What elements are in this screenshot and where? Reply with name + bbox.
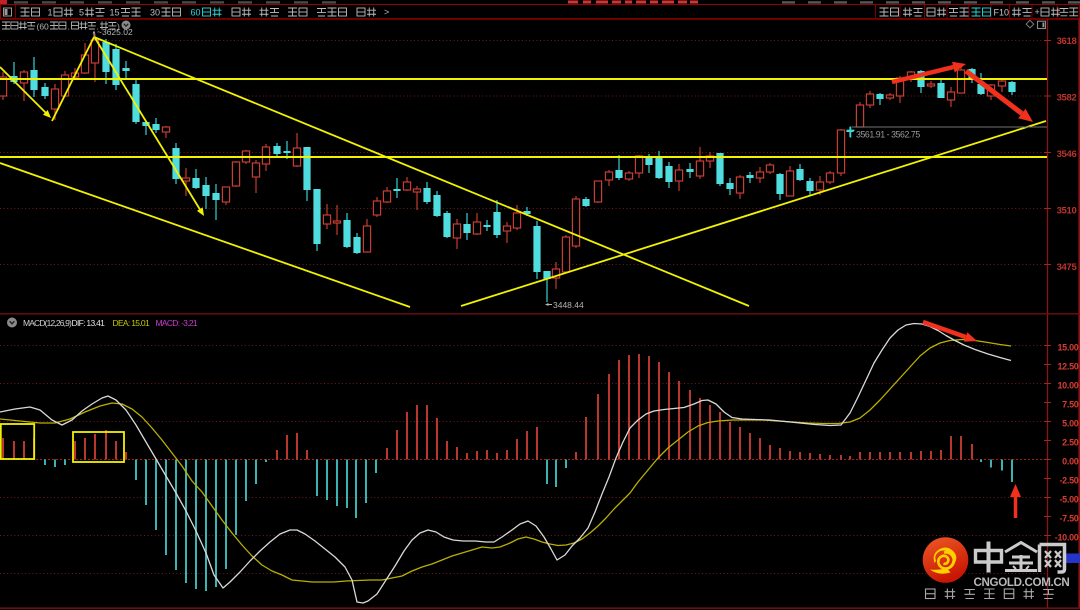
svg-text:DIF: 13.41: DIF: 13.41 [72, 318, 106, 328]
svg-text:15: 15 [110, 8, 120, 18]
svg-text:>: > [384, 7, 389, 17]
svg-text:3546: 3546 [1057, 149, 1077, 160]
svg-text:3448.44: 3448.44 [553, 300, 584, 310]
svg-text:~3625.02: ~3625.02 [97, 27, 133, 37]
svg-text:15.00: 15.00 [1057, 342, 1078, 352]
svg-text:3561.91 - 3562.75: 3561.91 - 3562.75 [856, 130, 920, 140]
svg-text:(60: (60 [37, 22, 50, 32]
svg-text:-7.50: -7.50 [1059, 513, 1078, 523]
svg-text:.: . [97, 22, 99, 32]
svg-text:3475: 3475 [1057, 262, 1078, 273]
svg-text:-5.00: -5.00 [1059, 494, 1078, 504]
svg-text:+: + [1035, 7, 1040, 17]
svg-text:2.50: 2.50 [1062, 437, 1079, 447]
svg-text:.: . [68, 22, 70, 32]
svg-text:): ) [117, 22, 120, 32]
svg-text:60: 60 [191, 8, 201, 18]
svg-text:-10.00: -10.00 [1055, 532, 1079, 542]
svg-text:CNGOLD.COM.CN: CNGOLD.COM.CN [974, 576, 1070, 589]
svg-text:12.50: 12.50 [1057, 361, 1078, 371]
svg-text:0.00: 0.00 [1062, 456, 1079, 466]
svg-text:1: 1 [48, 8, 53, 18]
svg-text:3510: 3510 [1057, 205, 1077, 216]
svg-text:30: 30 [150, 8, 160, 18]
svg-text:-2.50: -2.50 [1059, 475, 1078, 485]
svg-text:5: 5 [79, 8, 84, 18]
svg-text:7.50: 7.50 [1062, 399, 1079, 409]
svg-text:MACD: -3.21: MACD: -3.21 [156, 318, 198, 328]
svg-text:10.00: 10.00 [1057, 380, 1078, 390]
svg-text:DEA: 15.01: DEA: 15.01 [113, 318, 150, 328]
svg-text:3618: 3618 [1057, 36, 1077, 47]
svg-text:F10: F10 [994, 8, 1010, 18]
svg-text:5.00: 5.00 [1062, 418, 1079, 428]
svg-text:3582: 3582 [1057, 92, 1077, 103]
svg-text:MACD(12,26,9): MACD(12,26,9) [23, 318, 72, 328]
